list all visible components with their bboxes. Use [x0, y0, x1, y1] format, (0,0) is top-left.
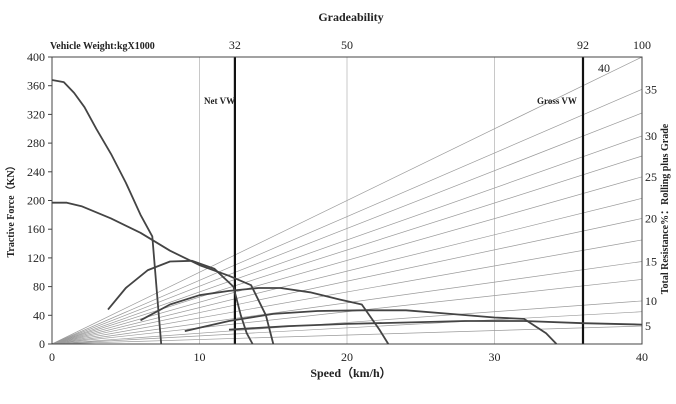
y-tick-label: 0 — [39, 337, 45, 351]
y-tick-label: 360 — [27, 79, 45, 93]
chart-title: Gradeability — [318, 10, 383, 24]
grade-line — [51, 112, 643, 345]
y-tick-label: 200 — [27, 194, 45, 208]
y-axis-label: Tractive Force（KN） — [4, 160, 17, 257]
grade-line — [51, 325, 643, 345]
right-tick-label: 40 — [598, 61, 610, 75]
y-tick-label: 400 — [27, 50, 45, 64]
right-tick-label: 35 — [645, 82, 657, 96]
x-tick-label: 30 — [489, 350, 501, 364]
gross-vw-label: Gross VW — [537, 96, 577, 106]
net-vw-label: Net VW — [204, 96, 235, 106]
y-tick-label: 280 — [27, 136, 45, 150]
top-axis-label: Vehicle Weight:kgX1000 — [50, 41, 155, 52]
grade-line — [51, 135, 643, 345]
right-tick-label: 25 — [645, 170, 657, 184]
force-curve — [184, 309, 558, 345]
top-tick-label: 100 — [633, 38, 651, 52]
force-curve — [140, 287, 390, 345]
grade-line — [51, 261, 643, 345]
grade-line — [51, 279, 643, 345]
right-tick-label: 10 — [645, 294, 657, 308]
grade-line — [51, 218, 643, 345]
force-curve — [51, 79, 163, 345]
top-tick-label: 50 — [341, 38, 353, 52]
grade-line — [51, 239, 643, 345]
grade-line — [51, 176, 643, 345]
y-tick-label: 240 — [27, 165, 45, 179]
x-tick-label: 0 — [49, 350, 55, 364]
grade-line — [51, 300, 643, 345]
force-curve — [228, 320, 643, 331]
x-tick-label: 20 — [341, 350, 353, 364]
y-tick-label: 120 — [27, 251, 45, 265]
y-tick-label: 80 — [33, 280, 45, 294]
right-tick-label: 5 — [645, 319, 651, 333]
y2-axis-label: Total Resistance%：Rolling plus Grade — [660, 123, 671, 294]
y-tick-label: 40 — [33, 308, 45, 322]
right-tick-label: 15 — [645, 254, 657, 268]
top-tick-label: 32 — [229, 38, 241, 52]
y-tick-label: 160 — [27, 222, 45, 236]
force-curve — [107, 259, 254, 345]
grade-line — [51, 155, 643, 345]
grade-line — [51, 311, 643, 345]
force-curve — [52, 201, 275, 345]
top-tick-label: 92 — [577, 38, 589, 52]
y-tick-label: 320 — [27, 107, 45, 121]
grade-line — [51, 198, 643, 345]
x-axis-label: Speed（km/h） — [310, 365, 391, 380]
right-tick-label: 20 — [645, 211, 657, 225]
grade-line — [51, 88, 643, 345]
plot-frame — [51, 56, 643, 345]
right-tick-label: 30 — [645, 129, 657, 143]
grade-line — [51, 56, 643, 345]
x-tick-label: 40 — [636, 350, 648, 364]
x-tick-label: 10 — [194, 350, 206, 364]
